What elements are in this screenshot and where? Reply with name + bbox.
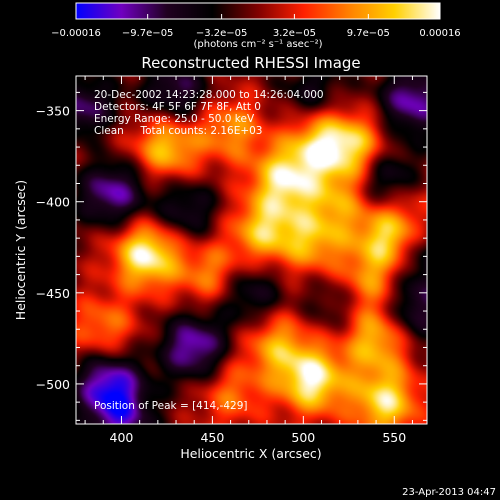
y-tick-label: −500 [36,377,70,392]
x-tick-label: 400 [110,430,134,445]
annotation-clean-counts: Clean Total counts: 2.16E+03 [94,125,263,137]
colorbar-unit-label: (photons cm⁻² s⁻¹ asec⁻²) [193,39,322,50]
colorbar-tick-label: −0.00016 [51,28,101,39]
x-tick-label: 450 [200,430,224,445]
footer-date: 23-Apr-2013 04:47 [402,487,496,498]
colorbar-tick-label: 3.2e−05 [273,28,316,39]
colorbar-tick-label: 9.7e−05 [347,28,390,39]
annotation-energy-range: Energy Range: 25.0 - 50.0 keV [94,113,255,125]
peak-position-label: Position of Peak = [414,-429] [94,400,248,412]
heatmap-image [76,76,427,424]
axis-ticks: 400 450 500 550 −350 −400 −450 −500 [36,76,427,445]
x-tick-label: 500 [291,430,315,445]
annotation-detectors: Detectors: 4F 5F 6F 7F 8F, Att 0 [94,101,261,113]
colorbar-gradient [75,2,441,20]
y-tick-label: −400 [36,195,70,210]
heatmap-raster [76,76,427,424]
plot-frame [75,75,428,425]
x-axis-label: Heliocentric X (arcsec) [180,446,321,461]
annotation-time-range: 20-Dec-2002 14:23:28.000 to 14:26:04.000 [94,89,324,101]
info-annotations: 20-Dec-2002 14:23:28.000 to 14:26:04.000… [94,89,324,412]
colorbar-tick-label: −3.2e−05 [196,28,248,39]
colorbar-tick-label: −9.7e−05 [122,28,174,39]
y-tick-label: −350 [36,104,70,119]
x-tick-label: 550 [382,430,406,445]
colorbar: −0.00016 −9.7e−05 −3.2e−05 3.2e−05 9.7e−05 0.… [51,2,461,50]
chart-title: Reconstructed RHESSI Image [141,54,360,72]
colorbar-tick-label: 0.00016 [419,28,460,39]
colorbar-ticks: −0.00016 −9.7e−05 −3.2e−05 3.2e−05 9.7e−05 0.… [51,14,461,39]
y-axis-label: Heliocentric Y (arcsec) [13,180,28,320]
y-tick-label: −450 [36,286,70,301]
